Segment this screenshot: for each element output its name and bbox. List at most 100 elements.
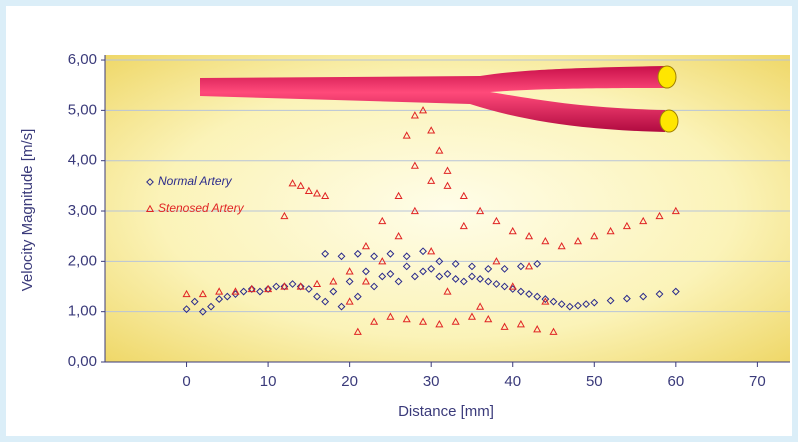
point — [402, 262, 411, 271]
point — [313, 292, 321, 301]
point — [402, 252, 411, 261]
artery-shape — [200, 66, 665, 132]
point — [427, 247, 436, 255]
point — [533, 259, 542, 268]
point — [353, 249, 362, 258]
point — [590, 231, 599, 240]
point — [394, 191, 403, 199]
x-tick-label: 70 — [749, 373, 766, 390]
point — [427, 264, 436, 273]
point — [378, 272, 387, 281]
point — [288, 280, 297, 288]
y-tick-label: 1,00 — [68, 303, 97, 320]
point — [321, 297, 330, 306]
point — [622, 221, 631, 230]
point — [321, 191, 330, 199]
point — [329, 287, 338, 296]
point — [264, 284, 273, 293]
point — [402, 314, 411, 323]
point — [541, 236, 550, 245]
point — [345, 297, 354, 305]
point — [484, 314, 493, 323]
point — [573, 236, 583, 245]
point — [223, 292, 232, 301]
point — [476, 206, 485, 215]
point — [427, 126, 436, 134]
point — [468, 272, 476, 281]
point — [418, 317, 428, 325]
point — [655, 290, 664, 298]
artery-end — [657, 65, 677, 89]
point — [533, 325, 542, 333]
point — [419, 247, 427, 256]
point — [370, 282, 379, 291]
point — [492, 280, 501, 288]
point — [410, 272, 419, 281]
point — [207, 302, 215, 311]
y-tick-label: 5,00 — [68, 101, 97, 118]
point — [582, 300, 591, 309]
point — [443, 287, 452, 295]
x-tick-label: 50 — [586, 373, 603, 390]
point — [468, 262, 476, 271]
point — [524, 262, 534, 270]
y-tick-label: 0,00 — [68, 353, 97, 370]
point — [182, 289, 191, 298]
point — [574, 301, 582, 310]
point — [256, 287, 264, 296]
point — [443, 181, 452, 189]
point — [516, 320, 525, 328]
point — [484, 277, 493, 286]
point — [549, 297, 558, 306]
point — [533, 292, 542, 301]
y-axis-title: Velocity Magnitude [m/s] — [19, 129, 36, 292]
point — [639, 292, 648, 301]
point — [321, 249, 330, 258]
point — [655, 211, 664, 220]
point — [386, 249, 395, 258]
x-tick-label: 10 — [260, 373, 277, 390]
legend-label: Stenosed Artery — [158, 201, 245, 215]
point — [337, 252, 346, 261]
point — [525, 290, 533, 298]
x-tick-label: 0 — [182, 373, 190, 390]
point — [345, 267, 354, 275]
point — [215, 287, 224, 295]
legend-label: Normal Artery — [158, 174, 233, 188]
point — [296, 181, 305, 189]
point — [386, 270, 395, 278]
point — [353, 292, 362, 301]
point — [541, 295, 550, 303]
point — [264, 285, 273, 293]
point — [451, 275, 460, 283]
point — [304, 285, 313, 293]
point — [410, 206, 419, 215]
point — [418, 106, 428, 114]
point — [394, 231, 403, 240]
point — [427, 176, 436, 184]
point — [435, 146, 444, 154]
point — [443, 270, 452, 278]
point — [190, 297, 199, 306]
point — [247, 285, 256, 293]
point — [524, 231, 534, 240]
point — [182, 305, 191, 314]
point — [296, 282, 305, 290]
point — [435, 272, 444, 281]
point — [492, 257, 501, 265]
point — [476, 302, 485, 310]
legend-marker — [145, 204, 155, 213]
point — [557, 242, 566, 250]
point — [467, 312, 477, 320]
point — [606, 226, 615, 235]
point — [622, 294, 631, 303]
point — [402, 131, 411, 139]
point — [565, 302, 574, 311]
point — [590, 298, 599, 307]
x-axis-title: Distance [mm] — [398, 403, 494, 420]
point — [459, 277, 468, 286]
point — [492, 216, 501, 225]
point — [198, 307, 207, 316]
point — [329, 277, 338, 285]
y-tick-label: 3,00 — [68, 202, 97, 219]
